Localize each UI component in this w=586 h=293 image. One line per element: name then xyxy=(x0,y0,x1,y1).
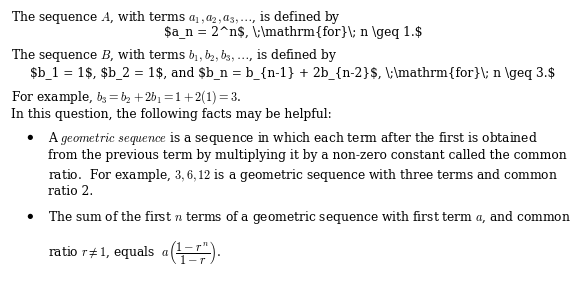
Text: The sum of the first $n$ terms of a geometric sequence with first term $a$, and : The sum of the first $n$ terms of a geom… xyxy=(48,209,571,226)
Text: ratio $r \neq 1$, equals  $a \left(\dfrac{1-r^n}{1-r}\right)$.: ratio $r \neq 1$, equals $a \left(\dfrac… xyxy=(48,239,222,266)
Text: The sequence $B$, with terms $b_1, b_2, b_3, \ldots$, is defined by: The sequence $B$, with terms $b_1, b_2, … xyxy=(11,47,337,64)
Text: $b_1 = 1$, $b_2 = 1$, and $b_n = b_{n-1} + 2b_{n-2}$, \;\mathrm{for}\; n \geq 3.: $b_1 = 1$, $b_2 = 1$, and $b_n = b_{n-1}… xyxy=(30,67,556,80)
Text: For example, $b_3 = b_2 + 2b_1 = 1 + 2(1) = 3$.: For example, $b_3 = b_2 + 2b_1 = 1 + 2(1… xyxy=(11,88,241,106)
Text: A $\mathit{geometric\ sequence}$ is a sequence in which each term after the firs: A $\mathit{geometric\ sequence}$ is a se… xyxy=(48,130,538,147)
Text: The sequence $A$, with terms $a_1, a_2, a_3, \ldots$, is defined by: The sequence $A$, with terms $a_1, a_2, … xyxy=(11,9,340,26)
Text: $\bullet$: $\bullet$ xyxy=(26,130,35,143)
Text: ratio.  For example, $3, 6, 12$ is a geometric sequence with three terms and com: ratio. For example, $3, 6, 12$ is a geom… xyxy=(48,167,558,184)
Text: In this question, the following facts may be helpful:: In this question, the following facts ma… xyxy=(11,108,331,121)
Text: from the previous term by multiplying it by a non-zero constant called the commo: from the previous term by multiplying it… xyxy=(48,149,567,161)
Text: $\bullet$: $\bullet$ xyxy=(26,209,35,222)
Text: $a_n = 2^n$, \;\mathrm{for}\; n \geq 1.$: $a_n = 2^n$, \;\mathrm{for}\; n \geq 1.$ xyxy=(163,26,423,39)
Text: ratio 2.: ratio 2. xyxy=(48,185,93,198)
